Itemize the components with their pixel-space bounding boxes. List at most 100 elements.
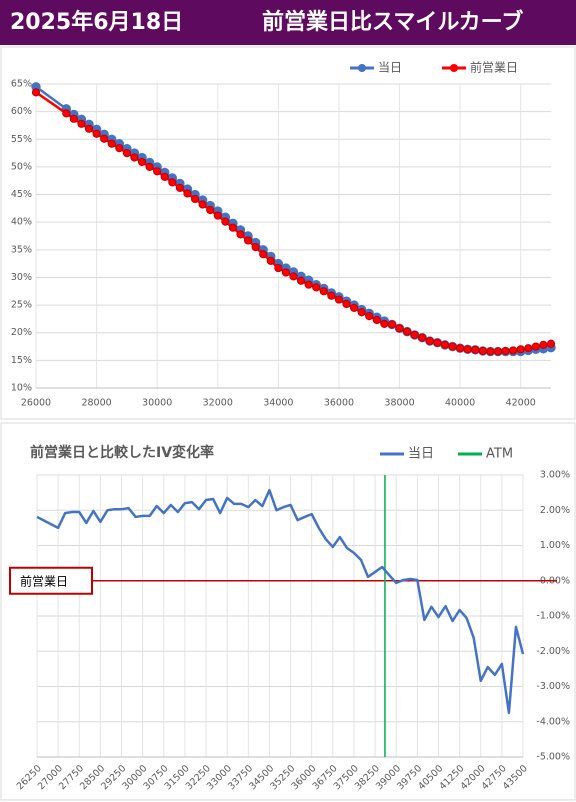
marker <box>365 312 374 321</box>
y-tick-label: -1.00% <box>536 611 570 622</box>
marker <box>77 119 86 128</box>
x-tick-label: 28000 <box>81 398 111 409</box>
marker <box>410 330 419 340</box>
x-tick-label: 42000 <box>506 398 536 409</box>
chart-title: 前営業日と比較したIV変化率 <box>30 444 214 461</box>
marker <box>448 342 457 351</box>
marker <box>145 162 154 172</box>
marker <box>107 139 116 148</box>
marker <box>183 189 192 198</box>
y-tick-label: 45% <box>11 189 32 200</box>
marker <box>456 344 465 353</box>
x-tick-label: 30000 <box>142 398 172 409</box>
y-tick-label: -2.00% <box>536 646 570 657</box>
x-tick-label: 32000 <box>203 398 233 409</box>
legend-label: 前営業日 <box>470 60 518 75</box>
header-date: 2025年6月18日 <box>10 9 183 35</box>
y-tick-label: 65% <box>11 79 32 90</box>
y-tick-label: 25% <box>11 300 32 311</box>
marker <box>433 338 442 347</box>
marker <box>403 327 412 336</box>
x-tick-label: 26000 <box>21 398 51 409</box>
panel <box>0 422 576 801</box>
marker <box>100 134 109 143</box>
marker <box>259 250 268 259</box>
marker <box>357 308 366 317</box>
y-tick-label: 20% <box>11 327 32 338</box>
marker <box>342 299 351 309</box>
marker <box>327 291 336 300</box>
x-tick-label: 38000 <box>384 398 414 409</box>
marker <box>349 303 359 312</box>
marker <box>175 183 184 193</box>
y-tick-label: -4.00% <box>536 716 570 727</box>
marker <box>62 109 71 118</box>
y-tick-label: 55% <box>11 134 32 145</box>
marker <box>281 268 291 277</box>
marker <box>213 211 222 220</box>
y-tick-label: 60% <box>11 106 32 117</box>
marker <box>251 242 260 252</box>
y-tick-label: -3.00% <box>536 681 570 692</box>
marker <box>31 88 41 97</box>
y-tick-label: 1.00% <box>540 540 570 551</box>
x-tick-label: 40000 <box>445 398 475 409</box>
marker <box>509 346 518 355</box>
marker <box>524 344 533 353</box>
marker <box>274 263 283 273</box>
y-tick-label: 3.00% <box>540 470 570 481</box>
marker <box>266 256 275 265</box>
marker <box>296 276 306 285</box>
marker <box>243 236 253 245</box>
marker <box>334 295 344 304</box>
marker <box>236 230 245 239</box>
marker <box>539 340 548 349</box>
marker <box>493 347 503 356</box>
legend-marker <box>450 64 458 72</box>
panel <box>0 46 576 420</box>
legend-marker <box>358 64 366 72</box>
marker <box>206 205 215 215</box>
y-tick-label: 40% <box>11 217 32 228</box>
y-tick-label: 10% <box>11 383 32 394</box>
marker <box>312 283 321 292</box>
series-line <box>35 85 552 353</box>
marker <box>92 129 101 138</box>
y-tick-label: -5.00% <box>536 752 570 763</box>
reference-label: 前営業日 <box>20 573 68 588</box>
marker <box>380 319 389 328</box>
marker <box>395 324 404 333</box>
marker <box>486 347 495 356</box>
marker <box>130 153 139 162</box>
y-tick-label: 35% <box>11 244 32 255</box>
x-tick-label: 34000 <box>263 398 293 409</box>
marker <box>463 345 472 354</box>
header-title: 前営業日比スマイルカーブ <box>262 9 523 35</box>
marker <box>115 144 124 153</box>
marker <box>160 172 169 181</box>
legend-label: ATM <box>486 447 513 462</box>
marker <box>516 345 525 354</box>
marker <box>425 336 434 346</box>
y-tick-label: 30% <box>11 272 32 283</box>
marker <box>546 339 556 348</box>
y-tick-label: 50% <box>11 161 32 172</box>
marker <box>387 320 397 329</box>
marker <box>501 346 510 356</box>
marker <box>221 217 230 226</box>
series-line <box>36 488 525 715</box>
marker <box>372 315 381 325</box>
reference-box <box>9 566 93 595</box>
marker <box>531 342 540 351</box>
legend-label: 当日 <box>408 447 434 462</box>
header-band <box>0 0 576 45</box>
marker <box>198 200 207 209</box>
marker <box>418 333 427 342</box>
marker <box>84 124 94 133</box>
marker <box>69 114 78 123</box>
marker <box>304 280 313 289</box>
marker <box>319 287 328 296</box>
legend-label: 当日 <box>378 61 402 75</box>
y-tick-label: 2.00% <box>540 505 570 516</box>
